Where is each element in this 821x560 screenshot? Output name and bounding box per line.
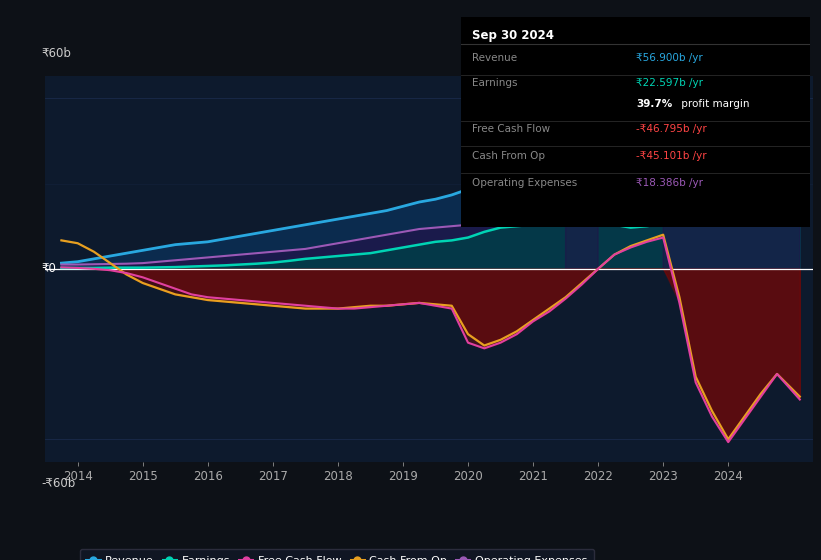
Legend: Revenue, Earnings, Free Cash Flow, Cash From Op, Operating Expenses: Revenue, Earnings, Free Cash Flow, Cash … <box>80 549 594 560</box>
Text: ₹56.900b /yr: ₹56.900b /yr <box>636 53 703 63</box>
Text: 39.7%: 39.7% <box>636 99 672 109</box>
Text: Earnings: Earnings <box>472 78 517 88</box>
Text: ₹60b: ₹60b <box>41 47 71 60</box>
Text: Operating Expenses: Operating Expenses <box>472 179 577 189</box>
Text: ₹0: ₹0 <box>41 262 56 276</box>
Text: ₹18.386b /yr: ₹18.386b /yr <box>636 179 703 189</box>
Text: -₹45.101b /yr: -₹45.101b /yr <box>636 151 707 161</box>
Text: Sep 30 2024: Sep 30 2024 <box>472 30 554 43</box>
Text: Revenue: Revenue <box>472 53 517 63</box>
Text: -₹60b: -₹60b <box>41 478 76 491</box>
Text: -₹46.795b /yr: -₹46.795b /yr <box>636 124 707 134</box>
Text: Free Cash Flow: Free Cash Flow <box>472 124 550 134</box>
Text: ₹22.597b /yr: ₹22.597b /yr <box>636 78 703 88</box>
Text: Cash From Op: Cash From Op <box>472 151 545 161</box>
Text: profit margin: profit margin <box>678 99 750 109</box>
